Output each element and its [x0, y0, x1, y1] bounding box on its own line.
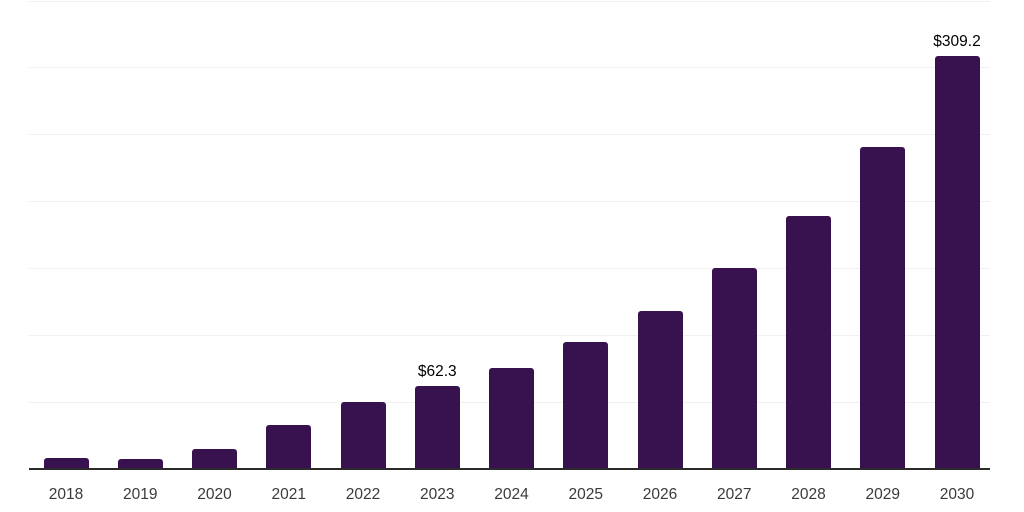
value-label-2023: $62.3 — [417, 362, 457, 380]
gridline-150 — [29, 267, 990, 269]
x-tick-label-2028: 2028 — [791, 486, 826, 503]
value-label-2030: $309.2 — [933, 32, 981, 50]
bar-2023 — [414, 385, 460, 469]
bar-2030 — [934, 55, 980, 469]
x-tick-label-2019: 2019 — [123, 486, 158, 503]
bar-2028 — [786, 216, 831, 469]
x-tick-label-2018: 2018 — [48, 486, 84, 503]
bar-2025 — [563, 341, 609, 469]
bar-2027 — [711, 268, 757, 469]
bar-2026 — [637, 310, 683, 469]
x-tick-label-2026: 2026 — [642, 486, 678, 503]
x-tick-label-2023: 2023 — [420, 486, 455, 503]
x-tick-label-2022: 2022 — [345, 486, 381, 503]
x-axis-line — [29, 468, 990, 470]
x-tick-label-2021: 2021 — [271, 486, 306, 503]
x-tick-label-2030: 2030 — [939, 486, 975, 503]
gridline-100 — [29, 334, 990, 336]
x-tick-label-2024: 2024 — [494, 486, 529, 503]
gridline-350 — [29, 0, 990, 2]
bar-2018 — [43, 458, 89, 469]
gridline-300 — [29, 67, 990, 69]
bar-2020 — [192, 448, 237, 469]
x-tick-label-2029: 2029 — [865, 486, 900, 503]
bar-2024 — [489, 367, 534, 469]
bar-2019 — [117, 458, 163, 469]
bar-2021 — [266, 424, 312, 469]
gridline-250 — [29, 134, 990, 136]
bar-2029 — [860, 146, 906, 469]
x-tick-label-2027: 2027 — [717, 486, 752, 503]
gridline-200 — [29, 201, 990, 203]
bar-2022 — [340, 401, 386, 469]
x-tick-label-2020: 2020 — [197, 486, 232, 503]
x-tick-label-2025: 2025 — [568, 486, 603, 503]
